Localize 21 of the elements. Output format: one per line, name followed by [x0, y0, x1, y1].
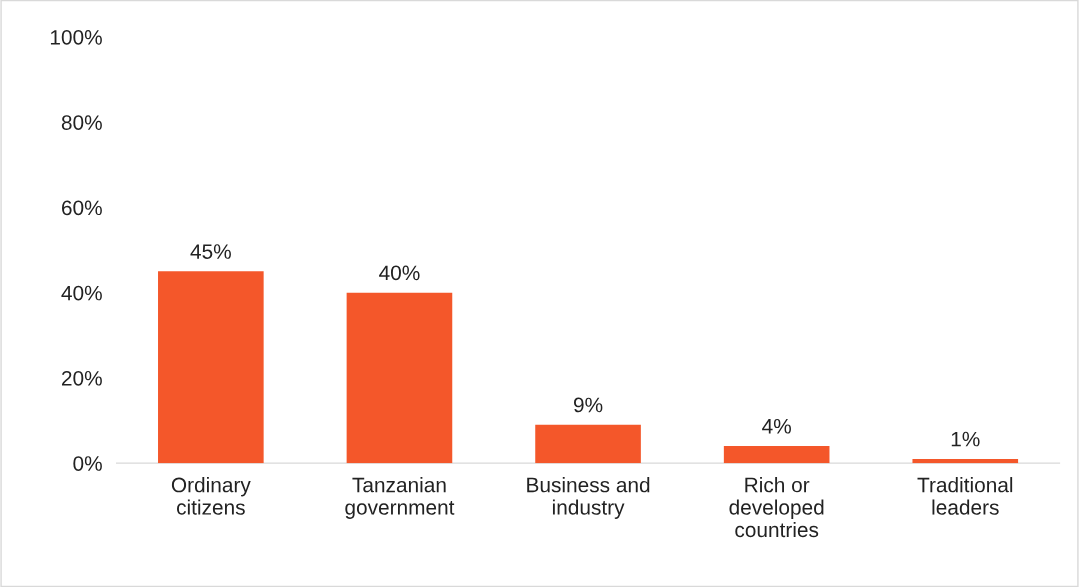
bar: [535, 424, 641, 464]
y-tick-label: 100%: [50, 29, 102, 45]
y-tick-label: 60%: [62, 200, 102, 216]
bar: [158, 271, 264, 464]
bar: [723, 446, 830, 464]
x-tick-label: Traditional leaders: [917, 477, 1013, 515]
y-tick-label: 20%: [62, 370, 102, 386]
x-tick-label: Ordinary citizens: [171, 477, 251, 515]
x-tick-label: Business and industry: [527, 477, 650, 519]
data-label: 1%: [951, 431, 980, 447]
data-label: 9%: [573, 397, 603, 413]
bar: [912, 458, 1019, 464]
x-tick-label: Rich or developed countries: [729, 477, 824, 538]
y-tick-label: 40%: [61, 285, 102, 301]
x-tick-label: Tanzanian government: [345, 477, 455, 519]
data-label: 45%: [190, 244, 231, 259]
data-label: 4%: [762, 418, 791, 434]
bar: [346, 292, 453, 464]
y-tick-label: 0%: [73, 456, 102, 471]
y-tick-label: 80%: [61, 115, 102, 130]
data-label: 40%: [379, 265, 420, 281]
